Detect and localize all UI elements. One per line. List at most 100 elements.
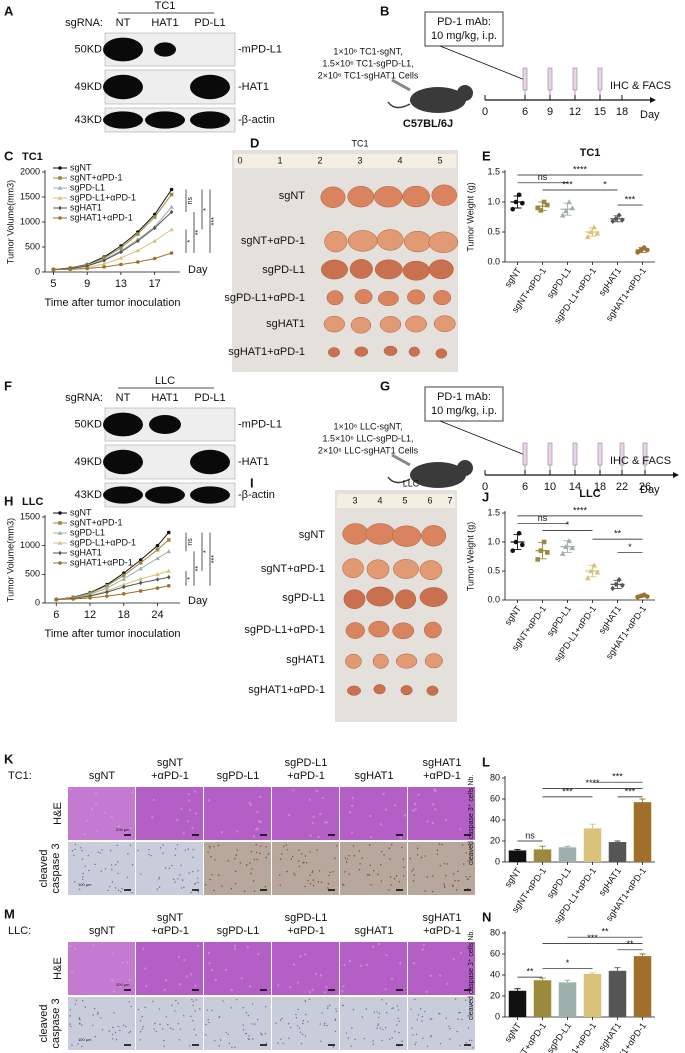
y-tick-label: 1.0: [487, 536, 500, 546]
ihc-image: [408, 997, 475, 1050]
tumor: [354, 289, 373, 305]
marker: [169, 204, 174, 209]
marker: [152, 215, 157, 219]
bar: [633, 956, 652, 1017]
marker: [166, 549, 172, 554]
ruler: [234, 154, 456, 168]
ihc-image: [204, 997, 271, 1050]
tumor: [368, 620, 390, 638]
cell-dot: [391, 1037, 393, 1039]
tissue-dot: [399, 962, 402, 965]
band: [154, 42, 176, 57]
syringe: [597, 442, 603, 466]
column-header: sgHAT1: [423, 912, 462, 924]
cell-dot: [436, 853, 439, 856]
group-label: sgNT: [279, 190, 306, 202]
cell-dot: [298, 849, 300, 851]
cell-dot: [334, 1018, 337, 1020]
tissue-dot: [308, 990, 312, 994]
marker: [121, 582, 127, 587]
cell-dot: [389, 876, 392, 878]
cell-dot: [190, 891, 192, 894]
cell-dot: [174, 848, 177, 850]
marker: [54, 597, 59, 602]
cell-dot: [117, 1025, 120, 1028]
tissue-dot: [342, 984, 345, 988]
error-bar: [588, 227, 597, 237]
cell-dot: [168, 867, 171, 869]
cell-dot: [463, 863, 465, 865]
marker: [138, 576, 143, 581]
panel-label: H: [4, 493, 13, 508]
y-tick-label: 40: [490, 969, 500, 979]
cell-dot: [114, 887, 117, 889]
cell-dot: [101, 849, 103, 851]
band: [145, 486, 185, 504]
kd-label: 50KD: [74, 43, 102, 55]
marker: [58, 166, 62, 170]
cell-dot: [117, 872, 119, 875]
protein-label: -mPD-L1: [238, 43, 282, 55]
cell-dot: [329, 871, 331, 874]
marker: [169, 251, 174, 255]
cell-dot: [180, 887, 183, 889]
marker: [166, 530, 171, 535]
tissue-dot: [257, 952, 260, 956]
y-tick-label: 1000: [20, 540, 40, 550]
cell-dot: [287, 1023, 290, 1025]
sig-label: ns: [187, 197, 194, 205]
cell-dot: [344, 871, 346, 873]
tissue-dot: [94, 803, 98, 806]
cell-dot: [388, 889, 390, 891]
protein-label: -HAT1: [238, 81, 269, 93]
tissue-dot: [412, 961, 416, 965]
x-tick-label: 9: [84, 278, 90, 290]
bar: [558, 982, 577, 1017]
cell-dot: [297, 1008, 299, 1011]
tissue-dot: [321, 796, 325, 800]
cell-dot: [373, 1011, 376, 1013]
cell-dot: [342, 883, 344, 886]
tissue-dot: [426, 820, 429, 823]
cell-dot: [305, 862, 308, 864]
marker: [57, 540, 63, 545]
axis-label: Day: [640, 484, 660, 496]
cell-dot: [402, 858, 405, 860]
y-axis-label: Tumor Weight (g): [465, 522, 475, 592]
cell-dot: [409, 857, 412, 860]
cell-dot: [234, 870, 237, 873]
tissue-dot: [259, 795, 262, 799]
cells-text: 2×10⁶ TC1-sgHAT1 Cells: [318, 70, 419, 80]
cell-dot: [459, 1044, 461, 1047]
cell-dot: [312, 879, 315, 881]
axis-label: Day: [640, 109, 660, 121]
cell-dot: [209, 847, 211, 849]
cell-dot: [393, 877, 396, 880]
bar: [508, 990, 527, 1017]
tissue-dot: [112, 990, 115, 993]
cell-dot: [119, 1029, 121, 1032]
cell-dot: [347, 1037, 350, 1039]
cell-dot: [207, 1018, 209, 1021]
y-tick-label: 1.0: [487, 196, 500, 206]
tissue-dot: [444, 818, 448, 822]
cell-dot: [348, 855, 350, 857]
cell-dot: [141, 1015, 143, 1018]
cell-dot: [351, 1027, 353, 1029]
cell-dot: [179, 1028, 182, 1030]
cell-dot: [125, 1025, 127, 1028]
band: [103, 449, 143, 475]
cell-dot: [461, 1018, 463, 1021]
cell-dot: [334, 1019, 336, 1021]
tissue-dot: [183, 958, 186, 962]
cell-dot: [267, 853, 270, 855]
tissue-dot: [304, 953, 307, 956]
cell-dot: [391, 1007, 393, 1010]
tissue-dot: [236, 830, 239, 833]
cell-dot: [395, 875, 398, 877]
mouse-tail: [387, 476, 411, 484]
cell-dot: [469, 875, 471, 878]
he-image: [408, 942, 475, 995]
mouse-tail: [387, 101, 411, 109]
